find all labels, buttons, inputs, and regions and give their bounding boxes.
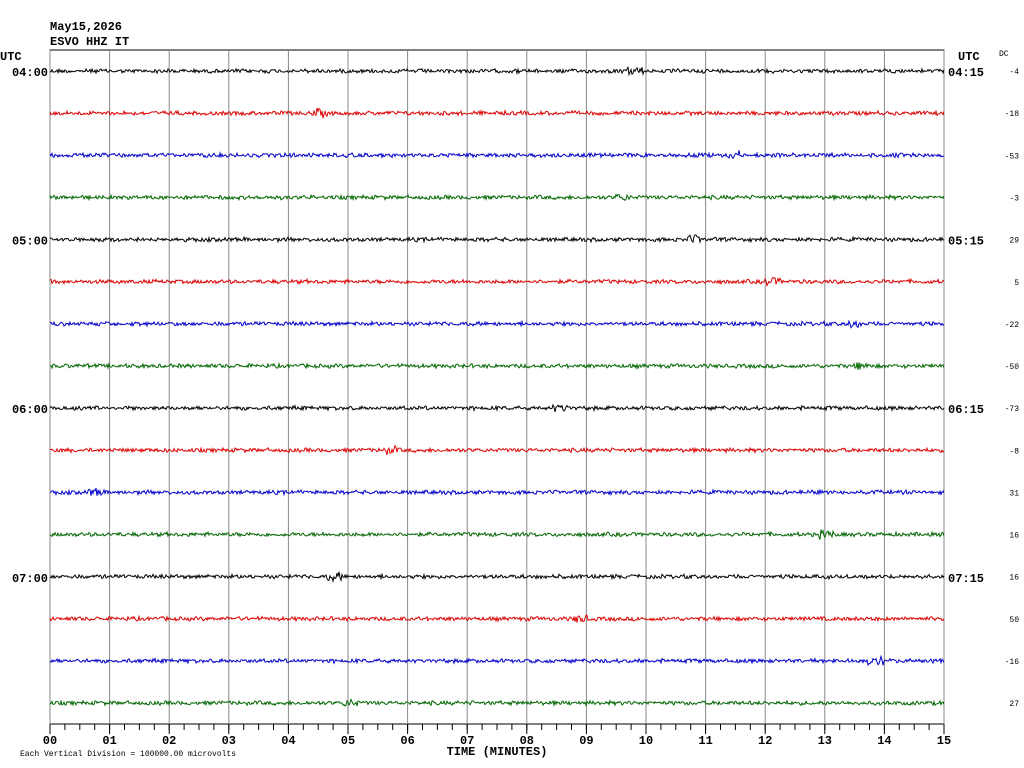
trace [49, 319, 945, 329]
right-time-label: 07:15 [948, 572, 984, 586]
trace [49, 487, 945, 497]
dc-value: -18 [1005, 110, 1020, 119]
dc-value: 27 [1009, 700, 1019, 709]
right-time-label: 05:15 [948, 235, 984, 249]
left-time-label: 07:00 [12, 572, 48, 586]
x-tick-label: 06 [400, 734, 414, 748]
dc-value: -22 [1005, 321, 1020, 330]
dc-value: 16 [1009, 574, 1019, 583]
trace [49, 193, 945, 202]
trace [49, 403, 945, 413]
x-tick-label: 07 [460, 734, 474, 748]
title-line: ESVO HHZ IT [50, 35, 129, 49]
x-tick-label: 15 [937, 734, 951, 748]
left-time-label: 06:00 [12, 403, 48, 417]
trace [49, 276, 945, 288]
trace [49, 66, 945, 77]
x-tick-label: 02 [162, 734, 176, 748]
dc-label: DC [999, 50, 1009, 59]
trace [49, 571, 945, 584]
dc-value: 16 [1009, 532, 1019, 541]
dc-value: 50 [1009, 616, 1019, 625]
x-tick-label: 14 [877, 734, 891, 748]
left-time-label: 04:00 [12, 66, 48, 80]
dc-value: 5 [1014, 279, 1019, 288]
trace [49, 234, 945, 244]
dc-value: -16 [1005, 658, 1020, 667]
trace [49, 528, 945, 540]
dc-value: -3 [1009, 195, 1019, 204]
left-axis-label: UTC [0, 50, 22, 64]
dc-value: -73 [1005, 405, 1020, 414]
dc-value: 29 [1009, 237, 1019, 246]
trace [49, 614, 945, 623]
x-tick-label: 00 [43, 734, 57, 748]
x-tick-label: 03 [222, 734, 236, 748]
dc-value: 31 [1009, 489, 1019, 498]
x-tick-label: 09 [579, 734, 593, 748]
right-time-label: 06:15 [948, 403, 984, 417]
x-tick-label: 04 [281, 734, 295, 748]
x-tick-label: 11 [698, 734, 712, 748]
trace [50, 361, 945, 370]
footer: Each Vertical Division = 100000.00 micro… [20, 750, 236, 759]
x-tick-label: 08 [520, 734, 534, 748]
trace [49, 150, 945, 160]
dc-value: -50 [1005, 363, 1020, 372]
dc-value: -4 [1009, 68, 1019, 77]
title-line: May15,2026 [50, 20, 122, 34]
trace [49, 107, 945, 119]
x-tick-label: 05 [341, 734, 355, 748]
dc-value: -8 [1009, 447, 1019, 456]
x-axis-label: TIME (MINUTES) [447, 745, 548, 759]
trace [49, 444, 945, 456]
right-axis-label: UTC [958, 50, 980, 64]
right-time-label: 04:15 [948, 66, 984, 80]
trace [49, 654, 945, 667]
x-tick-label: 01 [102, 734, 116, 748]
x-tick-label: 10 [639, 734, 653, 748]
x-tick-label: 12 [758, 734, 772, 748]
left-time-label: 05:00 [12, 235, 48, 249]
trace [49, 698, 945, 707]
dc-value: -53 [1005, 152, 1020, 161]
x-tick-label: 13 [818, 734, 832, 748]
